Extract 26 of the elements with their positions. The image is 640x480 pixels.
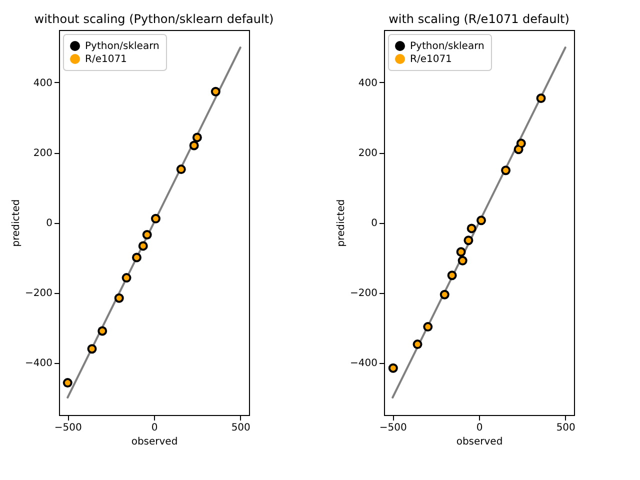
y-tick-label: 200 <box>358 148 378 159</box>
x-tick-label: 500 <box>231 422 250 434</box>
x-tick-label: −500 <box>379 422 407 434</box>
x-tick-label: 0 <box>476 422 483 434</box>
y-tick-label: 200 <box>33 148 52 159</box>
chart-title: with scaling (R/e1071 default) <box>388 12 570 26</box>
y-tick-label: 0 <box>46 218 52 229</box>
legend-label: R/e1071 <box>410 54 452 65</box>
x-tick-label: −500 <box>54 422 82 434</box>
chart-title: without scaling (Python/sklearn default) <box>34 12 274 26</box>
legend-label: R/e1071 <box>85 54 127 65</box>
legend-label: Python/sklearn <box>85 41 160 52</box>
x-axis-title: observed <box>456 436 503 448</box>
y-tick-label: 400 <box>33 78 52 89</box>
x-tick-label: 500 <box>556 422 576 434</box>
y-tick-label: −400 <box>350 358 378 369</box>
y-tick-label: −400 <box>25 358 52 369</box>
y-tick-label: 0 <box>371 218 378 229</box>
y-tick-label: 400 <box>358 78 378 89</box>
x-tick-label: 0 <box>151 422 158 434</box>
y-axis-title: predicted <box>11 199 22 247</box>
y-axis-title: predicted <box>336 199 348 247</box>
y-tick-label: −200 <box>350 288 378 299</box>
y-tick-label: −200 <box>25 288 52 299</box>
legend-label: Python/sklearn <box>410 41 484 52</box>
x-axis-title: observed <box>131 436 178 448</box>
